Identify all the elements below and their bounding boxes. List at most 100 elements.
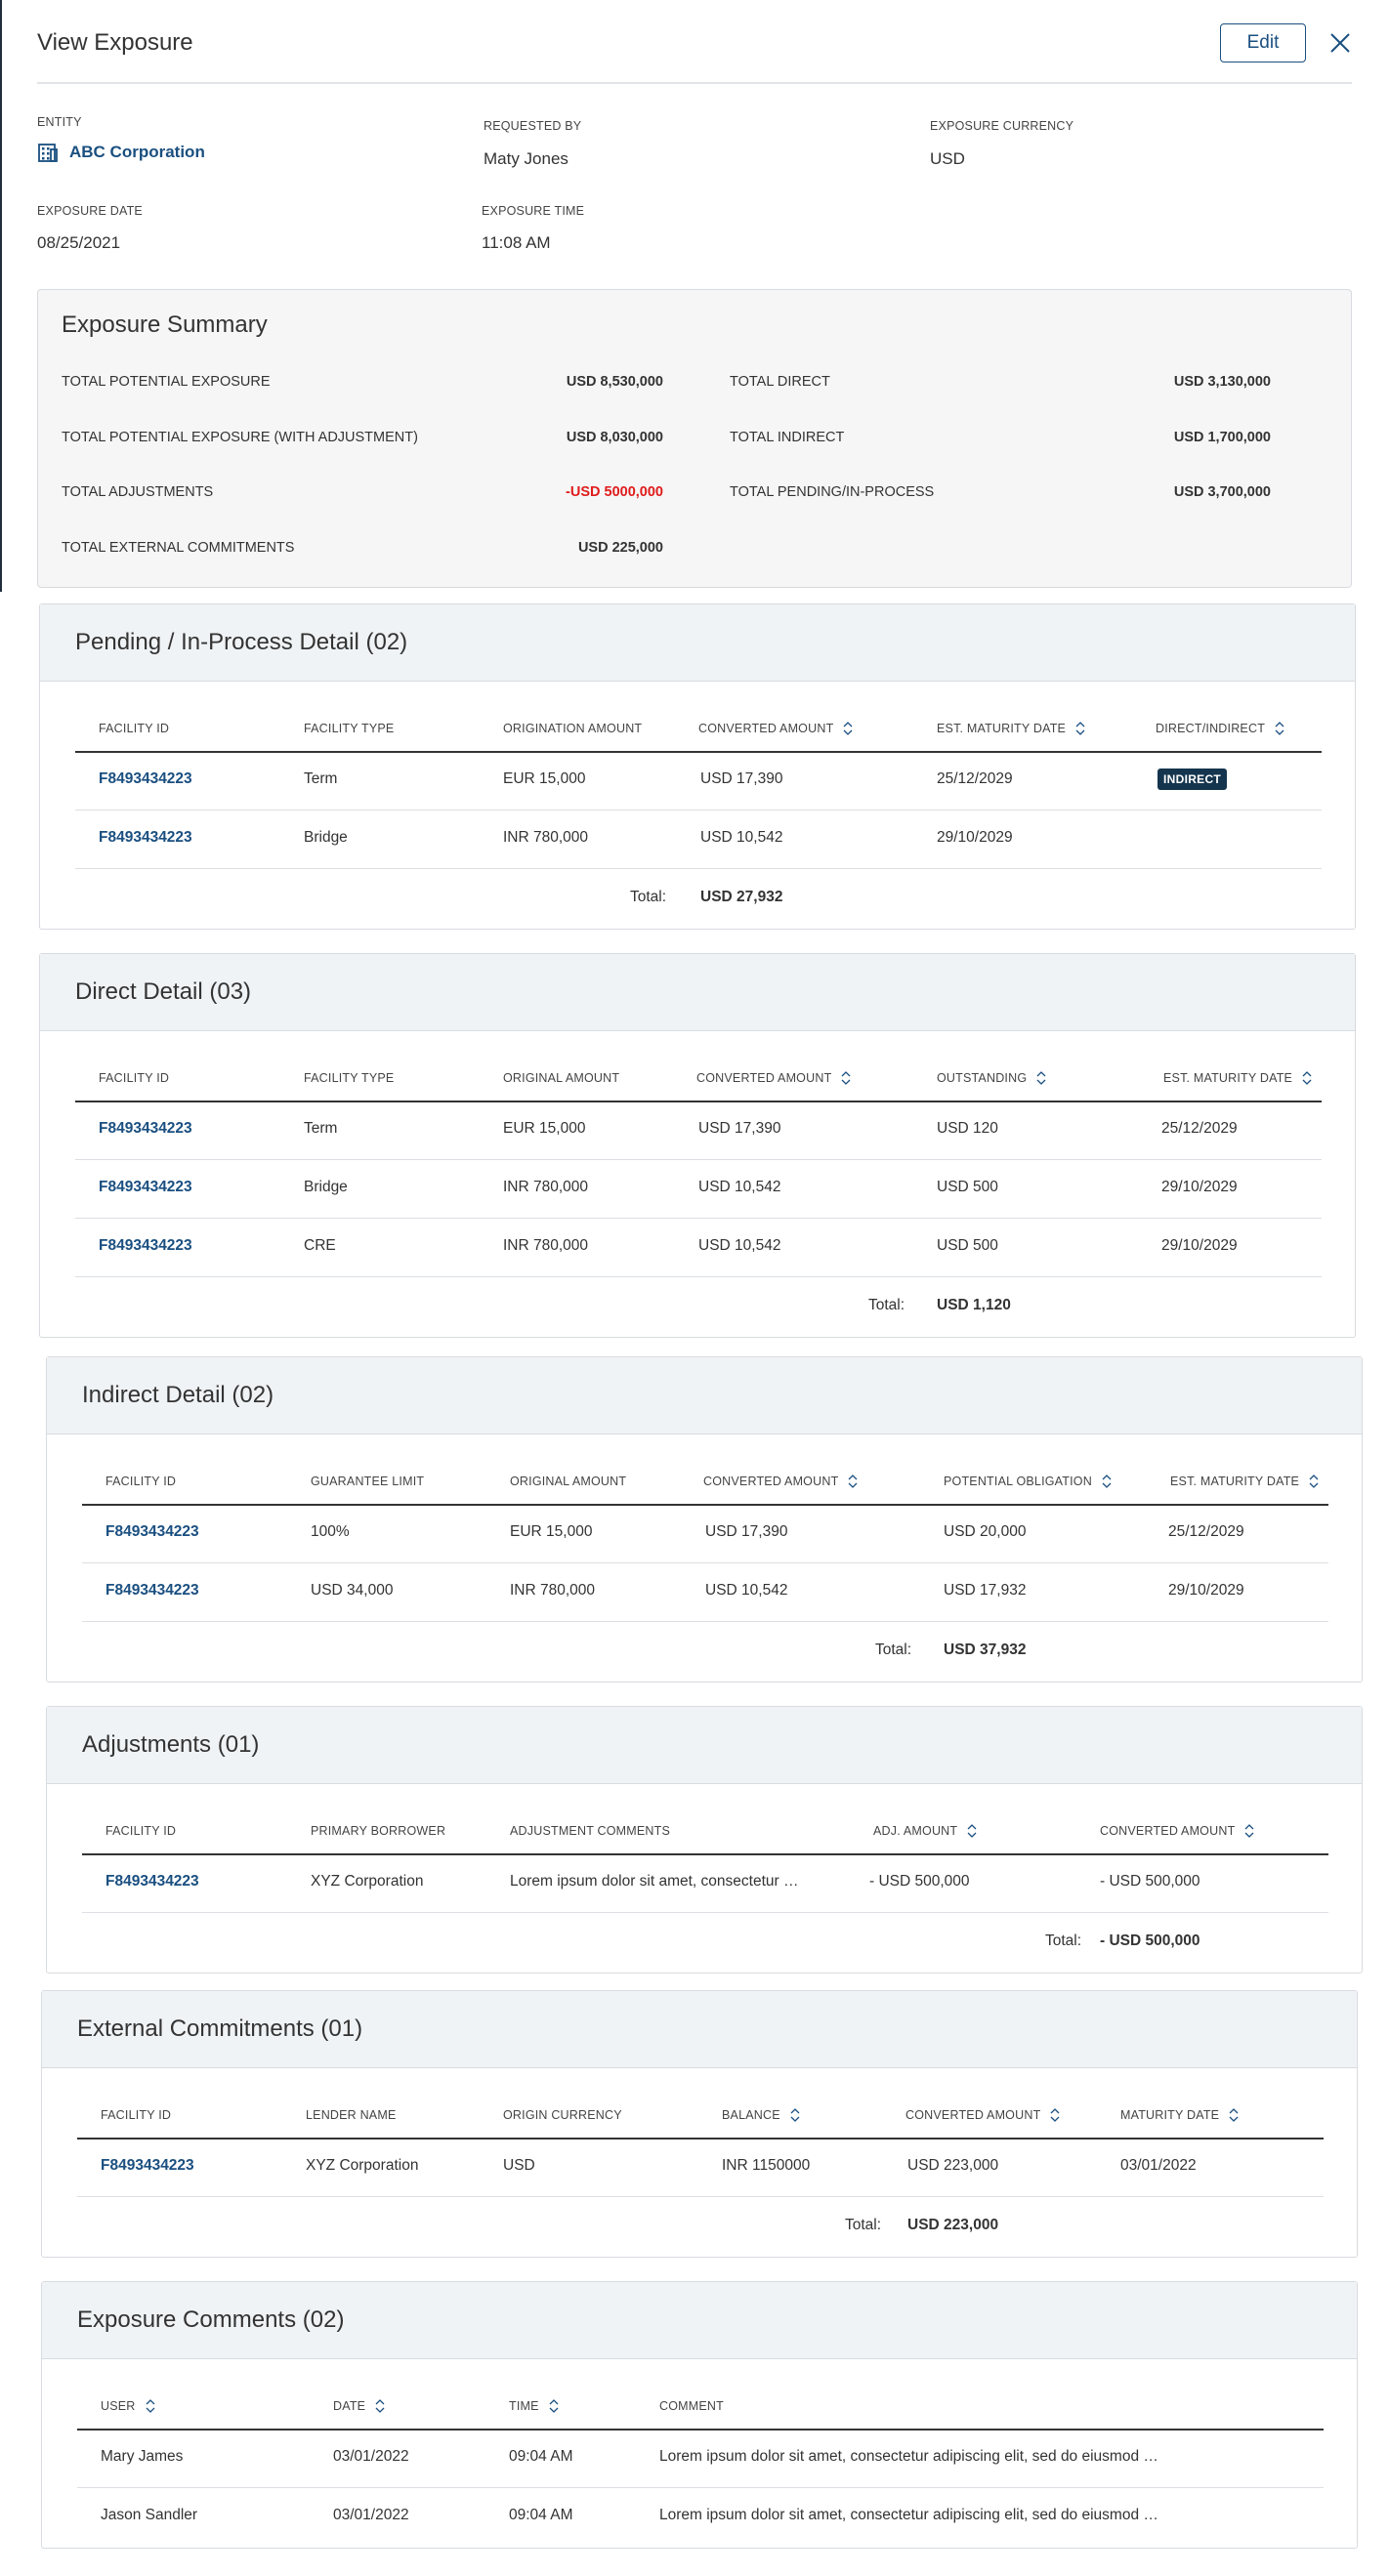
- row-divider: [77, 2196, 1324, 2197]
- panel-header: External Commitments (01): [42, 1991, 1357, 2068]
- edit-button[interactable]: Edit: [1220, 23, 1306, 62]
- sort-icon[interactable]: [1050, 2108, 1060, 2122]
- column-header-maturity-date[interactable]: MATURITY DATE: [1120, 2108, 1239, 2122]
- sort-icon[interactable]: [1244, 1824, 1254, 1838]
- sort-icon[interactable]: [146, 2399, 155, 2413]
- sort-icon[interactable]: [1309, 1475, 1319, 1488]
- panel-title: Exposure Comments (02): [77, 2306, 345, 2333]
- table-cell: USD 10,542: [698, 1237, 781, 1254]
- total-value: USD 27,932: [700, 889, 783, 905]
- table-cell: USD 20,000: [944, 1523, 1027, 1540]
- sort-icon[interactable]: [967, 1824, 977, 1838]
- column-header-direct-indirect[interactable]: DIRECT/INDIRECT: [1156, 722, 1284, 735]
- exposure-comments-panel: Exposure Comments (02) USER DATE TIME CO…: [41, 2281, 1358, 2549]
- summary-label: TOTAL DIRECT: [730, 374, 830, 390]
- column-header-converted-amount[interactable]: CONVERTED AMOUNT: [696, 1071, 851, 1085]
- sort-icon[interactable]: [375, 2399, 385, 2413]
- facility-id-link[interactable]: F8493434223: [105, 1523, 199, 1540]
- exposure-time-value: 11:08 AM: [482, 233, 551, 252]
- sort-icon[interactable]: [843, 722, 853, 735]
- column-header-adj-amount[interactable]: ADJ. AMOUNT: [873, 1824, 977, 1838]
- total-label: Total:: [630, 889, 667, 905]
- table-cell: Bridge: [304, 1179, 348, 1195]
- row-divider: [75, 868, 1322, 869]
- summary-value: USD 3,130,000: [1173, 374, 1271, 390]
- close-icon[interactable]: [1328, 31, 1352, 55]
- facility-id-link[interactable]: F8493434223: [99, 1179, 192, 1195]
- column-header-est-maturity-date[interactable]: EST. MATURITY DATE: [1163, 1071, 1312, 1085]
- table-cell: INR 780,000: [503, 1237, 589, 1254]
- column-header-balance[interactable]: BALANCE: [722, 2108, 800, 2122]
- panel-title: Indirect Detail (02): [82, 1382, 274, 1408]
- panel-title: External Commitments (01): [77, 2015, 363, 2042]
- facility-id-link[interactable]: F8493434223: [105, 1582, 199, 1599]
- column-header-facility-id: FACILITY ID: [101, 2108, 172, 2122]
- sort-icon[interactable]: [790, 2108, 800, 2122]
- column-header-facility-id: FACILITY ID: [99, 1071, 170, 1085]
- column-header-converted-amount[interactable]: CONVERTED AMOUNT: [905, 2108, 1060, 2122]
- column-header-facility-id: FACILITY ID: [99, 722, 170, 735]
- sort-icon[interactable]: [1102, 1475, 1112, 1488]
- column-header-est-maturity-date[interactable]: EST. MATURITY DATE: [937, 722, 1085, 735]
- exposure-currency-value: USD: [930, 149, 965, 168]
- table-cell: EUR 15,000: [510, 1523, 593, 1540]
- summary-value: USD 1,700,000: [1173, 430, 1271, 445]
- table-cell: USD 17,932: [944, 1582, 1027, 1599]
- total-label: Total:: [1045, 1932, 1082, 1949]
- panel-header: Indirect Detail (02): [47, 1357, 1362, 1434]
- facility-id-link[interactable]: F8493434223: [99, 1120, 192, 1137]
- column-header-date[interactable]: DATE: [333, 2399, 385, 2413]
- sort-icon[interactable]: [1229, 2108, 1239, 2122]
- table-cell: USD 500: [937, 1237, 998, 1254]
- comment-text: Lorem ipsum dolor sit amet, consectetur …: [659, 2507, 1158, 2523]
- column-header-potential-obligation[interactable]: POTENTIAL OBLIGATION: [944, 1475, 1112, 1488]
- table-cell: USD 34,000: [311, 1582, 394, 1599]
- sort-icon[interactable]: [1075, 722, 1085, 735]
- total-label: Total:: [875, 1641, 912, 1658]
- header-divider: [75, 751, 1322, 753]
- facility-id-link[interactable]: F8493434223: [99, 770, 192, 787]
- facility-id-link[interactable]: F8493434223: [99, 829, 192, 846]
- indirect-badge: INDIRECT: [1158, 769, 1228, 790]
- requested-by-value: Maty Jones: [484, 149, 568, 168]
- comment-date: 03/01/2022: [333, 2507, 409, 2523]
- exposure-date-value: 08/25/2021: [37, 233, 121, 252]
- row-divider: [82, 1912, 1328, 1913]
- table-cell: XYZ Corporation: [311, 1873, 424, 1890]
- column-header-time[interactable]: TIME: [509, 2399, 559, 2413]
- facility-id-link[interactable]: F8493434223: [105, 1873, 199, 1890]
- column-header-user[interactable]: USER: [101, 2399, 155, 2413]
- sort-icon[interactable]: [848, 1475, 858, 1488]
- sort-icon[interactable]: [1275, 722, 1284, 735]
- sort-icon[interactable]: [549, 2399, 559, 2413]
- column-header-converted-amount[interactable]: CONVERTED AMOUNT: [698, 722, 853, 735]
- entity-link[interactable]: ABC Corporation: [69, 143, 205, 161]
- exposure-summary: Exposure Summary TOTAL POTENTIAL EXPOSUR…: [37, 289, 1352, 588]
- column-header-est-maturity-date[interactable]: EST. MATURITY DATE: [1170, 1475, 1319, 1488]
- column-header-facility-id: FACILITY ID: [105, 1824, 177, 1838]
- building-icon: [38, 144, 58, 162]
- sort-icon[interactable]: [841, 1071, 851, 1085]
- converted-amount-negative: - USD 500,000: [1100, 1873, 1200, 1890]
- comment-time: 09:04 AM: [509, 2448, 573, 2465]
- table-cell: 29/10/2029: [1168, 1582, 1244, 1599]
- column-header-outstanding[interactable]: OUTSTANDING: [937, 1071, 1046, 1085]
- summary-label: TOTAL PENDING/IN-PROCESS: [730, 484, 935, 500]
- header-divider: [82, 1853, 1328, 1855]
- column-header-origin-currency: ORIGIN CURRENCY: [503, 2108, 622, 2122]
- column-header-lender-name: LENDER NAME: [306, 2108, 397, 2122]
- summary-label: TOTAL ADJUSTMENTS: [62, 484, 214, 500]
- facility-id-link[interactable]: F8493434223: [101, 2157, 194, 2174]
- column-header-primary-borrower: PRIMARY BORROWER: [311, 1824, 446, 1838]
- sort-icon[interactable]: [1036, 1071, 1046, 1085]
- table-cell: 25/12/2029: [1168, 1523, 1244, 1540]
- column-header-converted-amount[interactable]: CONVERTED AMOUNT: [703, 1475, 858, 1488]
- sort-icon[interactable]: [1302, 1071, 1312, 1085]
- entity-label: ENTITY: [37, 115, 82, 129]
- panel-header: Direct Detail (03): [40, 954, 1355, 1031]
- summary-value: USD 225,000: [577, 540, 663, 556]
- exposure-time-label: EXPOSURE TIME: [482, 204, 585, 218]
- facility-id-link[interactable]: F8493434223: [99, 1237, 192, 1254]
- page-header: View Exposure Edit: [37, 0, 1352, 84]
- column-header-converted-amount[interactable]: CONVERTED AMOUNT: [1100, 1824, 1254, 1838]
